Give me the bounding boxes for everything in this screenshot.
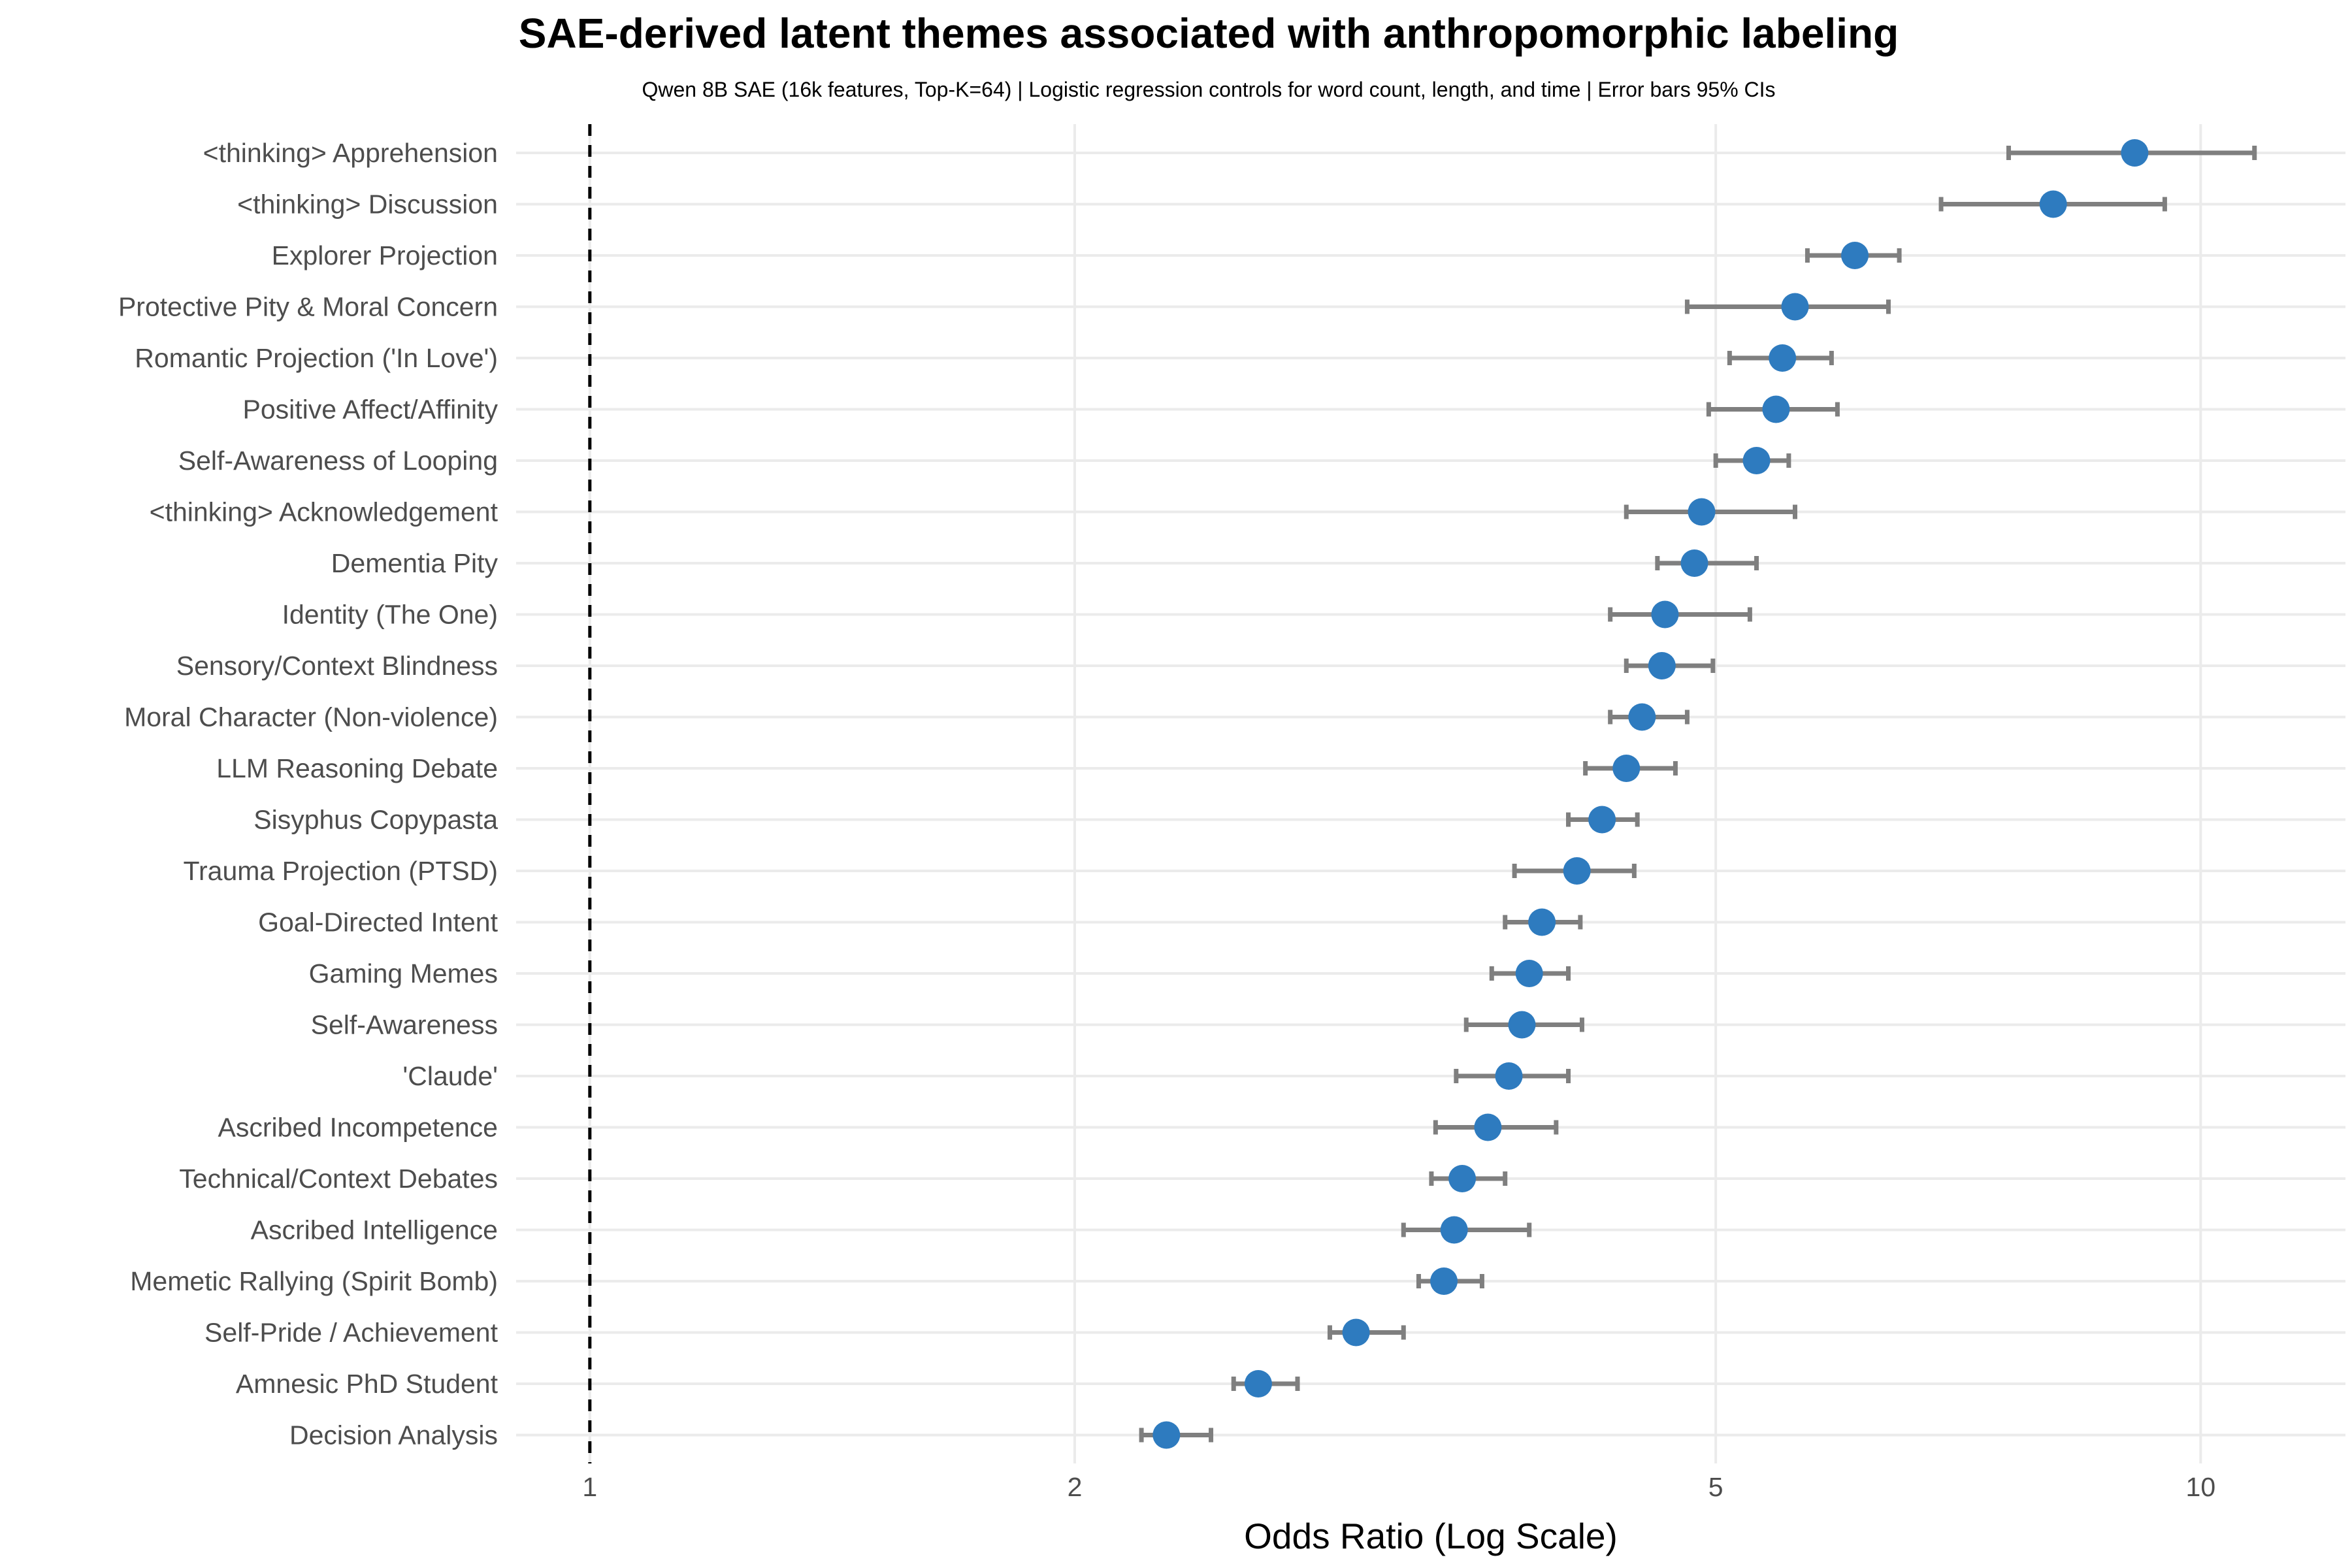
category-label: Trauma Projection (PTSD) (184, 856, 498, 886)
category-label: <thinking> Discussion (237, 189, 498, 220)
category-label: Self-Pride / Achievement (204, 1318, 498, 1348)
category-label: Self-Awareness (311, 1010, 498, 1040)
x-axis-title: Odds Ratio (Log Scale) (1244, 1516, 1618, 1556)
category-label: Romantic Projection ('In Love') (135, 343, 498, 373)
category-label: Self-Awareness of Looping (178, 446, 498, 476)
data-point (1515, 960, 1543, 987)
category-label: Memetic Rallying (Spirit Bomb) (130, 1266, 498, 1296)
category-label: Sensory/Context Blindness (176, 651, 498, 681)
data-point (1440, 1216, 1468, 1244)
gridlines (516, 124, 2345, 1463)
data-point (1342, 1318, 1370, 1347)
category-label: Amnesic PhD Student (236, 1369, 498, 1399)
data-point (1688, 498, 1716, 526)
category-label: Protective Pity & Moral Concern (118, 292, 498, 322)
data-point (1651, 600, 1679, 629)
category-label: <thinking> Acknowledgement (150, 497, 498, 527)
category-label: LLM Reasoning Debate (216, 753, 498, 783)
data-point (1563, 857, 1591, 885)
category-label: Moral Character (Non-violence) (124, 702, 498, 732)
category-label: Dementia Pity (331, 548, 498, 578)
category-label: Explorer Projection (272, 240, 498, 270)
data-point (1430, 1267, 1458, 1295)
data-point (1152, 1421, 1181, 1449)
data-point (1508, 1011, 1536, 1039)
data-point (1612, 755, 1641, 782)
data-point (1495, 1062, 1523, 1090)
data-point (1680, 549, 1708, 577)
category-label: Goal-Directed Intent (258, 907, 498, 938)
category-label: <thinking> Apprehension (203, 138, 498, 168)
data-point (1769, 344, 1797, 372)
data-point (1628, 703, 1656, 731)
x-tick-label: 1 (582, 1472, 597, 1502)
category-label: Positive Affect/Affinity (243, 395, 498, 425)
data-point (2121, 139, 2149, 167)
category-label: Ascribed Intelligence (251, 1215, 498, 1245)
data-point (1648, 652, 1676, 679)
data-point (1244, 1370, 1272, 1397)
x-tick-labels: 1 2 5 10 (582, 1472, 2215, 1502)
category-label: Decision Analysis (289, 1420, 498, 1450)
data-point (2039, 190, 2067, 218)
data-points (1152, 139, 2149, 1449)
data-point (1781, 293, 1809, 321)
x-tick-label: 5 (1708, 1472, 1723, 1502)
category-label: 'Claude' (402, 1061, 498, 1091)
category-label: Gaming Memes (309, 958, 498, 988)
chart-title: SAE-derived latent themes associated wit… (519, 10, 1899, 57)
data-point (1841, 242, 1869, 269)
data-point (1742, 447, 1771, 474)
category-label: Technical/Context Debates (179, 1164, 498, 1194)
category-label: Sisyphus Copypasta (253, 805, 498, 835)
data-point (1474, 1113, 1502, 1141)
category-labels: <thinking> Apprehension <thinking> Discus… (118, 138, 498, 1450)
data-point (1448, 1165, 1477, 1192)
chart-subtitle: Qwen 8B SAE (16k features, Top-K=64) | L… (642, 78, 1775, 101)
x-tick-label: 2 (1068, 1472, 1083, 1502)
data-point (1588, 806, 1616, 834)
data-point (1528, 908, 1556, 936)
category-label: Identity (The One) (282, 600, 498, 630)
x-tick-label: 10 (2186, 1472, 2216, 1502)
error-bars (1139, 146, 2257, 1443)
category-label: Ascribed Incompetence (218, 1113, 498, 1143)
data-point (1762, 395, 1790, 423)
